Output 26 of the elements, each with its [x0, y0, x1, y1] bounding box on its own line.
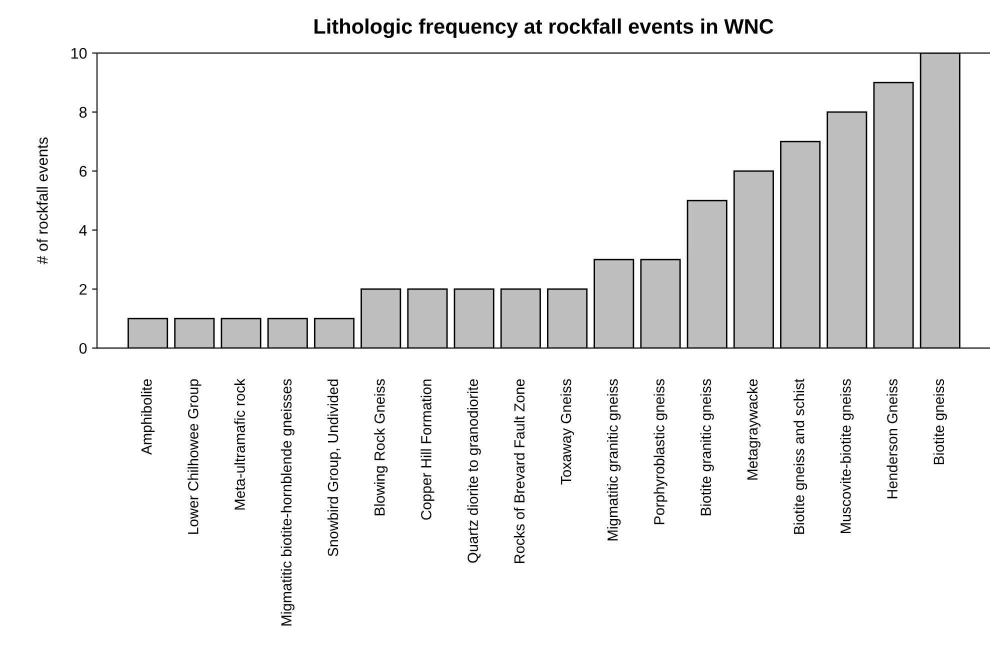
x-tick-label: Quartz diorite to granodiorite [467, 379, 481, 563]
x-tick-label: Meta-ultramafic rock [234, 378, 245, 510]
x-tick-label: Blowing Rock Gneiss [374, 379, 388, 516]
x-tick-label: Lower Chilhowee Group [188, 379, 202, 534]
x-tick-label: Henderson Gneiss [886, 379, 898, 498]
x-tick-label: Copper Hill Formation [420, 380, 434, 520]
x-tick-label: Biotite gneiss and schist [794, 378, 808, 534]
x-tick-label: Snowbird Group, Undivided [327, 380, 342, 556]
y-tick-label: 6 [80, 166, 87, 177]
y-tick-label: 8 [79, 106, 87, 118]
x-tick-label: Toxaway Gneiss [560, 379, 574, 484]
y-tick-label: 2 [80, 284, 87, 295]
x-tick-label: Amphibolite [141, 379, 155, 455]
x-tick-label: Metagraywacke [746, 379, 760, 480]
y-axis-title: # of rockfall events [36, 137, 48, 264]
y-tick-label: 10 [71, 48, 87, 59]
x-tick-label: Rocks of Brevard Fault Zone [514, 379, 525, 564]
x-tick-label: Muscovite-biotite gneiss [840, 379, 854, 534]
y-tick-label: 0 [79, 342, 87, 354]
x-tick-label: Biotite gneiss [933, 379, 947, 464]
x-tick-label: Porphyroblastic gneiss [654, 379, 668, 524]
y-tick-label: 4 [79, 225, 87, 236]
x-tick-label: Biotite granitic gneiss [700, 379, 714, 516]
x-tick-label: Migmatitic biotite-hornblende gneisses [280, 379, 294, 626]
x-tick-label: Migmatitic granitic gneiss [607, 379, 621, 540]
chart-title: Lithologic frequency at rockfall events in WNC [314, 18, 774, 38]
